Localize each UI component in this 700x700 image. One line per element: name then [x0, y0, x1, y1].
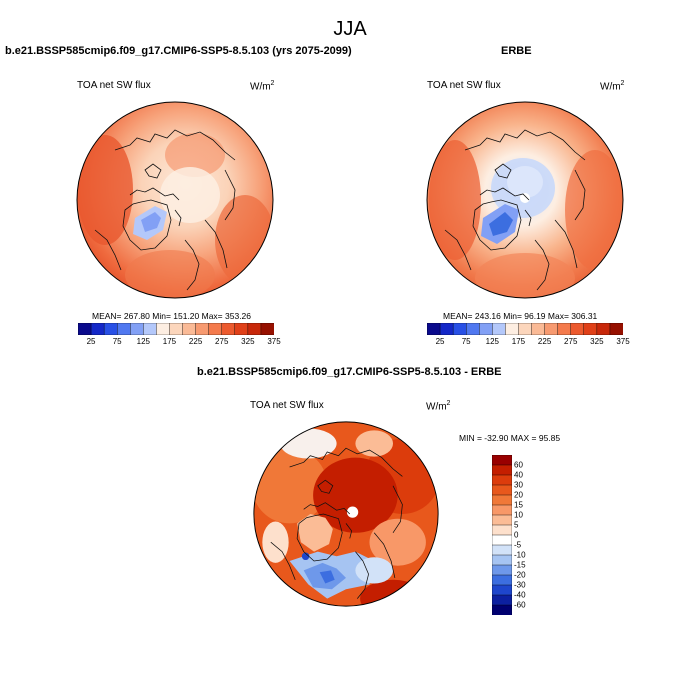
- colorbar-swatch: [492, 455, 512, 466]
- colorbar-swatch: [208, 323, 223, 335]
- colorbar-swatch: [452, 323, 467, 335]
- panel-variable-label-model: TOA net SW flux: [77, 80, 151, 91]
- polar-map-model: [76, 101, 274, 299]
- colorbar-swatch: [78, 323, 92, 335]
- colorbar-tick-label: 125: [485, 337, 500, 346]
- colorbar-swatch: [531, 323, 546, 335]
- colorbar-tick-label: 25: [86, 337, 96, 346]
- colorbar-swatch: [492, 464, 512, 476]
- colorbar-swatch: [570, 323, 585, 335]
- colorbar-tick-label: -15: [514, 560, 526, 570]
- panel-title-diff: b.e21.BSSP585cmip6.f09_g17.CMIP6-SSP5-8.…: [197, 366, 502, 378]
- colorbar-swatch: [583, 323, 598, 335]
- colorbar-swatch: [492, 594, 512, 606]
- panel-stats-diff: MIN = -32.90 MAX = 95.85: [459, 433, 561, 443]
- colorbar-tick-label: 30: [514, 480, 523, 490]
- polar-map-obs: [426, 101, 624, 299]
- colorbar-abs-model: [78, 323, 274, 335]
- colorbar-tick-label: -20: [514, 570, 526, 580]
- colorbar-swatch: [492, 494, 512, 506]
- colorbar-ticks-diff: 60 40 30 20 15 10 5 0 -5 -10 -15 -20 -30 -40 -60: [514, 455, 544, 615]
- colorbar-swatch: [260, 323, 274, 335]
- colorbar-swatch: [492, 604, 512, 615]
- colorbar-swatch: [195, 323, 210, 335]
- colorbar-swatch: [479, 323, 493, 335]
- colorbar-tick-label: -40: [514, 590, 526, 600]
- colorbar-swatch: [156, 323, 170, 335]
- colorbar-tick-label: 60: [514, 460, 523, 470]
- colorbar-swatch: [505, 323, 519, 335]
- panel-stats-obs: MEAN= 243.16 Min= 96.19 Max= 306.31: [443, 311, 598, 321]
- panel-title-obs: ERBE: [501, 45, 532, 57]
- panel-variable-label-diff: TOA net SW flux: [250, 400, 324, 411]
- colorbar-swatch: [544, 323, 559, 335]
- colorbar-swatch: [518, 323, 533, 335]
- colorbar-tick-label: 5: [514, 520, 519, 530]
- colorbar-swatch: [492, 584, 512, 596]
- colorbar-swatch: [492, 554, 512, 566]
- page-title: JJA: [333, 18, 367, 40]
- colorbar-tick-label: 375: [616, 337, 630, 346]
- colorbar-swatch: [90, 323, 105, 335]
- colorbar-diff: [492, 455, 512, 615]
- colorbar-tick-label: 175: [162, 337, 177, 346]
- colorbar-tick-label: 325: [590, 337, 604, 346]
- colorbar-swatch: [557, 323, 572, 335]
- colorbar-swatch: [143, 323, 157, 335]
- colorbar-tick-label: 40: [514, 470, 523, 480]
- colorbar-tick-label: 225: [537, 337, 552, 346]
- colorbar-swatch: [169, 323, 184, 335]
- colorbar-tick-label: 375: [267, 337, 281, 346]
- colorbar-tick-label: 25: [435, 337, 445, 346]
- colorbar-ticks-model: 25 75 125 175 225 275 325 375: [78, 337, 281, 349]
- colorbar-swatch: [117, 323, 131, 335]
- colorbar-tick-label: 75: [112, 337, 122, 346]
- panel-variable-label-obs: TOA net SW flux: [427, 80, 501, 91]
- panel-stats-model: MEAN= 267.80 Min= 151.20 Max= 353.26: [92, 311, 252, 321]
- panel-units-label-diff: W/m2: [426, 400, 451, 413]
- colorbar-tick-label: 75: [461, 337, 471, 346]
- colorbar-tick-label: -60: [514, 600, 526, 610]
- colorbar-tick-label: 0: [514, 530, 519, 540]
- colorbar-swatch: [492, 474, 512, 486]
- colorbar-swatch: [596, 323, 611, 335]
- colorbar-swatch: [492, 484, 512, 496]
- colorbar-swatch: [492, 514, 512, 526]
- colorbar-swatch: [247, 323, 262, 335]
- colorbar-tick-label: -5: [514, 540, 522, 550]
- colorbar-swatch: [439, 323, 454, 335]
- colorbar-swatch: [221, 323, 236, 335]
- panel-title-model: b.e21.BSSP585cmip6.f09_g17.CMIP6-SSP5-8.…: [5, 45, 352, 57]
- colorbar-swatch: [103, 323, 118, 335]
- colorbar-swatch: [492, 574, 512, 586]
- colorbar-tick-label: 275: [215, 337, 229, 346]
- colorbar-tick-label: 125: [136, 337, 151, 346]
- panel-units-label-model: W/m2: [250, 80, 275, 93]
- colorbar-swatch: [492, 534, 512, 546]
- panel-units-label-obs: W/m2: [600, 80, 625, 93]
- colorbar-abs-obs: [427, 323, 623, 335]
- colorbar-swatch: [427, 323, 441, 335]
- colorbar-tick-label: 325: [241, 337, 255, 346]
- colorbar-tick-label: 10: [514, 510, 523, 520]
- colorbar-tick-label: -30: [514, 580, 526, 590]
- colorbar-swatch: [130, 323, 144, 335]
- colorbar-swatch: [182, 323, 197, 335]
- colorbar-tick-label: 20: [514, 490, 523, 500]
- colorbar-tick-label: -10: [514, 550, 526, 560]
- colorbar-tick-label: 15: [514, 500, 523, 510]
- colorbar-swatch: [492, 524, 512, 536]
- colorbar-swatch: [234, 323, 249, 335]
- colorbar-swatch: [492, 504, 512, 516]
- colorbar-tick-label: 175: [511, 337, 526, 346]
- colorbar-swatch: [492, 323, 506, 335]
- colorbar-swatch: [492, 564, 512, 576]
- colorbar-tick-label: 225: [188, 337, 203, 346]
- colorbar-tick-label: 275: [564, 337, 578, 346]
- polar-map-diff: [253, 421, 439, 607]
- colorbar-ticks-obs: 25 75 125 175 225 275 325 375: [427, 337, 630, 349]
- colorbar-swatch: [466, 323, 480, 335]
- colorbar-swatch: [609, 323, 623, 335]
- colorbar-swatch: [492, 544, 512, 556]
